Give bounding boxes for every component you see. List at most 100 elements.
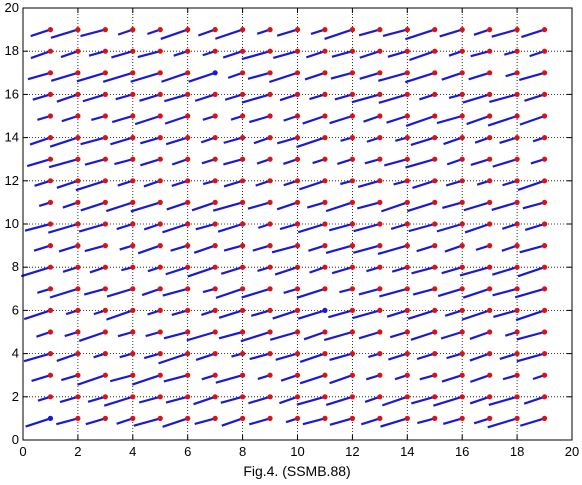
segment	[302, 114, 326, 125]
data-point	[185, 48, 191, 54]
data-point	[75, 221, 81, 227]
data-point	[432, 48, 438, 54]
segment	[50, 71, 79, 82]
data-point	[47, 243, 54, 249]
segment	[30, 50, 51, 60]
data-point	[294, 199, 301, 205]
data-point	[432, 156, 438, 162]
segment	[443, 136, 463, 146]
data-point	[541, 264, 548, 270]
data-point	[294, 264, 301, 270]
segment	[49, 287, 79, 299]
segment	[487, 417, 518, 429]
data-point	[75, 307, 81, 313]
data-point	[459, 70, 465, 76]
segment	[442, 201, 463, 210]
data-point	[102, 286, 108, 292]
segment	[519, 417, 545, 427]
data-point	[349, 329, 355, 335]
data-point	[322, 221, 328, 227]
data-point	[212, 243, 218, 249]
data-point	[47, 70, 54, 76]
segment	[331, 266, 353, 275]
data-point	[47, 199, 54, 205]
segment	[412, 287, 436, 296]
segment	[138, 395, 161, 404]
segment	[78, 330, 106, 343]
segment	[382, 28, 408, 38]
segment	[160, 28, 189, 40]
segment	[56, 179, 79, 189]
data-point	[267, 135, 273, 141]
segment	[78, 222, 106, 233]
data-point	[185, 135, 191, 141]
data-point	[75, 329, 81, 335]
segment	[249, 114, 271, 124]
segment	[459, 266, 490, 277]
data-point	[47, 27, 54, 33]
data-point	[267, 415, 273, 421]
segment	[33, 244, 51, 252]
data-point	[459, 178, 465, 184]
segment	[162, 417, 189, 428]
segment	[519, 114, 545, 126]
data-point	[130, 221, 136, 227]
data-point	[130, 113, 136, 119]
data-point	[514, 372, 520, 378]
data-point	[377, 70, 383, 76]
data-point	[212, 415, 218, 421]
data-point	[459, 27, 465, 33]
data-point	[185, 415, 191, 421]
segment	[195, 222, 216, 231]
data-point	[75, 415, 81, 421]
data-point	[102, 394, 108, 400]
segment	[241, 50, 271, 61]
data-point	[267, 394, 273, 400]
data-point	[102, 372, 108, 378]
segment	[106, 309, 134, 321]
segment	[80, 136, 106, 146]
segment	[444, 244, 463, 253]
data-point	[212, 286, 218, 292]
segment	[89, 266, 106, 274]
segment	[272, 309, 298, 320]
segment	[56, 352, 79, 362]
data-point	[294, 415, 301, 421]
data-point	[432, 351, 438, 357]
data-point	[514, 135, 520, 141]
data-point	[349, 394, 355, 400]
segment	[325, 244, 353, 254]
data-point	[432, 27, 438, 33]
segment	[297, 222, 326, 234]
segment	[352, 244, 381, 254]
data-point	[157, 27, 163, 33]
segment	[433, 395, 463, 407]
segment	[412, 179, 436, 189]
data-point	[157, 372, 163, 378]
x-tick-label: 18	[510, 444, 524, 459]
data-point	[212, 329, 218, 335]
segment	[269, 330, 298, 341]
segment	[280, 374, 298, 382]
segment	[82, 93, 106, 103]
segment	[193, 395, 216, 406]
data-point	[130, 286, 136, 292]
data-point	[432, 264, 438, 270]
data-point	[404, 351, 410, 357]
segment	[523, 395, 545, 405]
data-point	[267, 91, 273, 97]
segment	[61, 114, 79, 123]
segment	[405, 28, 436, 41]
segment	[442, 417, 463, 425]
segment	[463, 201, 490, 212]
data-point	[157, 394, 163, 400]
data-point	[212, 113, 218, 119]
segment	[134, 114, 161, 126]
data-point	[212, 48, 218, 54]
data-point	[322, 394, 328, 400]
segment	[59, 395, 79, 404]
data-point	[75, 113, 81, 119]
segment	[464, 222, 491, 234]
segment	[410, 330, 436, 341]
data-point	[240, 178, 246, 184]
